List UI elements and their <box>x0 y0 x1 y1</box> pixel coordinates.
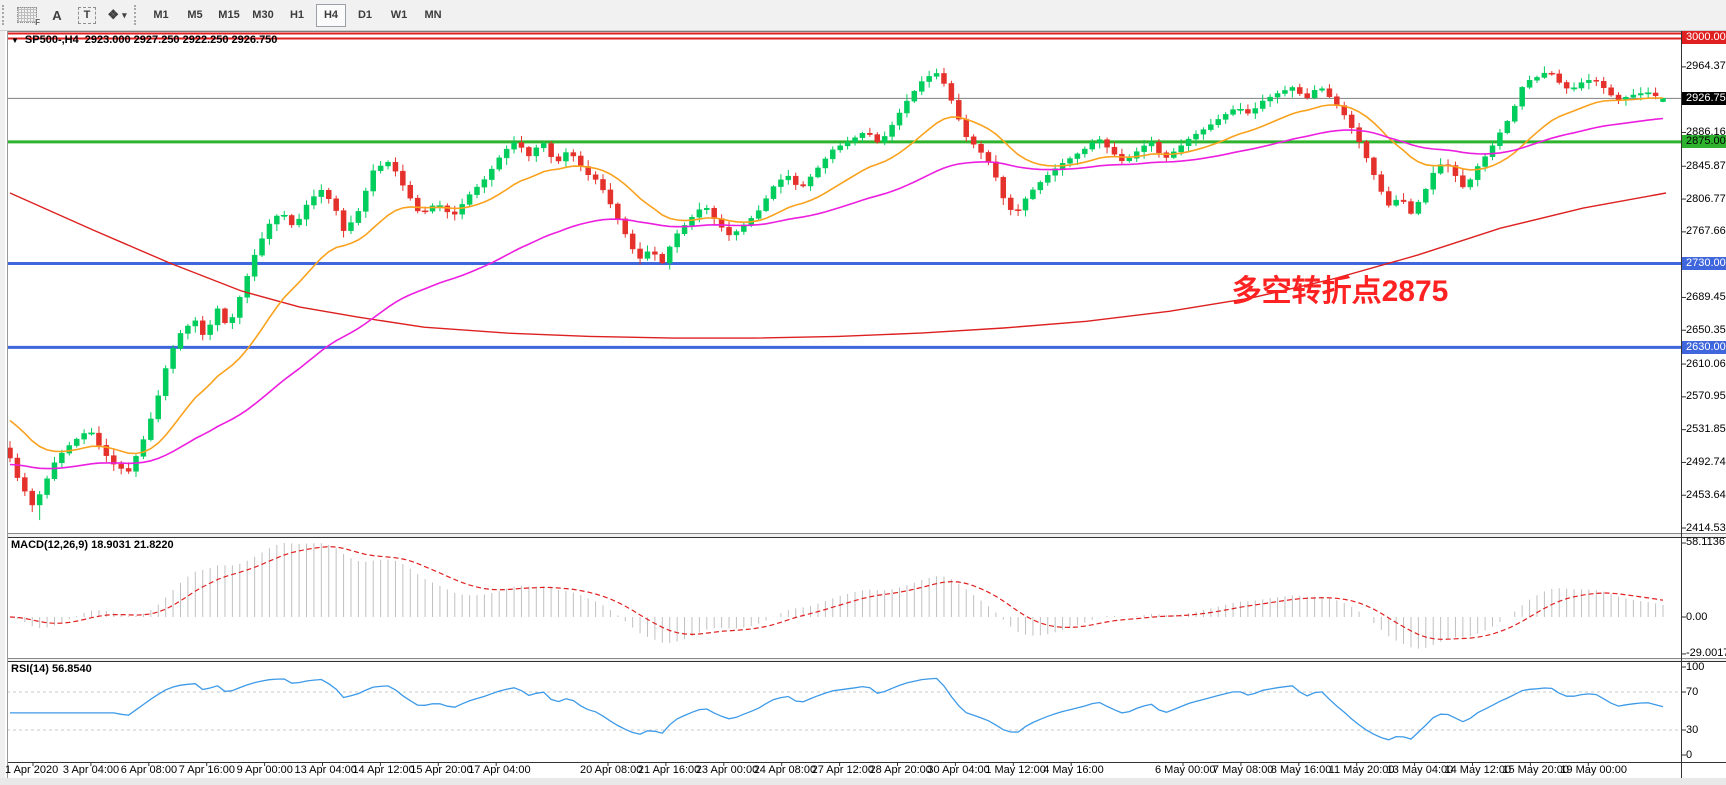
chevron-down-icon: ▾ <box>122 9 127 20</box>
time-axis-label: 28 Apr 20:00 <box>869 764 932 776</box>
time-axis-label: 15 May 20:00 <box>1502 764 1570 776</box>
time-axis-label: 14 May 12:00 <box>1444 764 1512 776</box>
timeframe-button-h1[interactable]: H1 <box>289 9 305 21</box>
rsi-axis-label: 0 <box>1686 749 1693 761</box>
price-axis-label: 2806.770 <box>1686 193 1726 205</box>
arrow-objects-button[interactable]: ❖ ▾ <box>104 3 130 27</box>
symbol-dropdown-icon[interactable]: ▼ <box>11 35 19 45</box>
timeframe-button-m5[interactable]: M5 <box>187 9 203 21</box>
time-axis-label: 1 Apr 2020 <box>5 764 59 776</box>
time-axis-label: 17 Apr 04:00 <box>468 764 531 776</box>
price-axis-label: 2630.000 <box>1682 341 1726 354</box>
price-axis-label: 2492.745 <box>1686 456 1726 468</box>
price-axis-label: 2610.060 <box>1686 358 1726 370</box>
timeframe-button-m15[interactable]: M15 <box>218 9 240 21</box>
macd-label: MACD(12,26,9) 18.9031 21.8220 <box>11 539 174 551</box>
chart-annotation-text: 多空转折点2875 <box>1231 275 1449 308</box>
price-axis-label: 2875.000 <box>1682 135 1726 148</box>
timeframe-bar: M1 M5 M15 M30 H1 H4 D1 W1 MN <box>144 3 450 27</box>
time-axis-label: 1 May 12:00 <box>985 764 1046 776</box>
time-axis-label: 7 Apr 16:00 <box>178 764 235 776</box>
price-axis-label: 3000.000 <box>1682 31 1726 44</box>
text-label-tool-button[interactable]: A <box>44 3 70 27</box>
price-axis-label: 2453.640 <box>1686 489 1726 501</box>
boxed-t-icon: T <box>78 6 96 24</box>
ohlc-values: 2923.000 2927.250 2922.250 2926.750 <box>84 34 278 46</box>
price-axis-label: 2414.535 <box>1686 522 1726 534</box>
text-box-tool-button[interactable]: T <box>74 3 100 27</box>
time-axis-label: 15 Apr 20:00 <box>410 764 473 776</box>
arrows-icon: ❖ <box>107 7 120 22</box>
time-axis-label: 7 May 08:00 <box>1212 764 1274 776</box>
price-axis-label: 2730.000 <box>1682 257 1726 270</box>
price-axis-label: 2845.875 <box>1686 160 1726 172</box>
time-axis-label: 20 Apr 08:00 <box>580 764 643 776</box>
rsi-axis-label: 30 <box>1686 724 1699 736</box>
time-axis-label: 19 May 00:00 <box>1560 764 1627 776</box>
time-axis-label: 3 Apr 04:00 <box>62 764 120 776</box>
price-axis-label: 2964.375 <box>1686 60 1726 72</box>
timeframe-button-mn[interactable]: MN <box>424 9 442 21</box>
price-axis-label: 2650.350 <box>1686 324 1726 336</box>
timeframe-button-h4[interactable]: H4 <box>316 3 346 27</box>
time-axis-label: 24 Apr 08:00 <box>753 764 817 776</box>
time-axis-label: 27 Apr 12:00 <box>811 764 874 776</box>
time-axis-label: 13 Apr 04:00 <box>294 764 357 776</box>
time-axis-label: 21 Apr 16:00 <box>637 764 701 776</box>
time-axis-label: 13 May 04:00 <box>1386 764 1454 776</box>
time-axis-label: 4 May 16:00 <box>1043 764 1104 776</box>
chart-title: ▼ SP500-,H4 2923.000 2927.250 2922.250 2… <box>11 34 277 46</box>
time-axis-label: 30 Apr 04:00 <box>927 764 990 776</box>
symbol-timeframe-label: SP500-,H4 <box>24 34 79 46</box>
time-axis-label: 8 May 16:00 <box>1270 764 1332 776</box>
toolbar: F A T ❖ ▾ M1 M5 M15 M30 H1 H4 D1 W1 MN <box>0 0 1726 31</box>
timeframe-button-m1[interactable]: M1 <box>153 9 169 21</box>
timeframe-button-d1[interactable]: D1 <box>357 9 373 21</box>
price-axis-label: 2926.750 <box>1682 92 1726 105</box>
timeframe-button-m30[interactable]: M30 <box>252 9 274 21</box>
status-strip <box>0 778 1726 785</box>
letter-a-icon: A <box>52 7 62 23</box>
grid-f-tool-button[interactable]: F <box>14 3 40 27</box>
price-axis-label: 2689.455 <box>1686 291 1726 303</box>
timeframe-button-w1[interactable]: W1 <box>390 9 408 21</box>
grid-icon: F <box>17 7 40 27</box>
rsi-axis-label: 100 <box>1686 661 1705 673</box>
pane-left-border <box>0 31 8 778</box>
macd-axis-label: 0.00 <box>1686 611 1708 623</box>
time-axis-label: 23 Apr 00:00 <box>695 764 759 776</box>
time-axis-label: 9 Apr 00:00 <box>236 764 293 776</box>
time-axis-label: 14 Apr 12:00 <box>352 764 415 776</box>
price-axis-label: 2570.955 <box>1686 390 1726 402</box>
toolbar-drag-handle[interactable] <box>134 5 140 25</box>
price-axis-label: 2767.665 <box>1686 225 1726 237</box>
toolbar-drag-handle[interactable] <box>2 5 8 25</box>
time-axis-label: 6 May 00:00 <box>1155 764 1216 776</box>
time-axis-label: 6 Apr 08:00 <box>120 764 178 776</box>
price-axis-label: 2531.850 <box>1686 423 1726 435</box>
rsi-label: RSI(14) 56.8540 <box>11 663 92 675</box>
rsi-axis-label: 70 <box>1686 686 1699 698</box>
macd-axis-label: 58.1136 <box>1686 536 1725 548</box>
time-axis-label: 11 May 20:00 <box>1328 764 1395 776</box>
macd-axis-label: -29.0017 <box>1686 647 1726 659</box>
